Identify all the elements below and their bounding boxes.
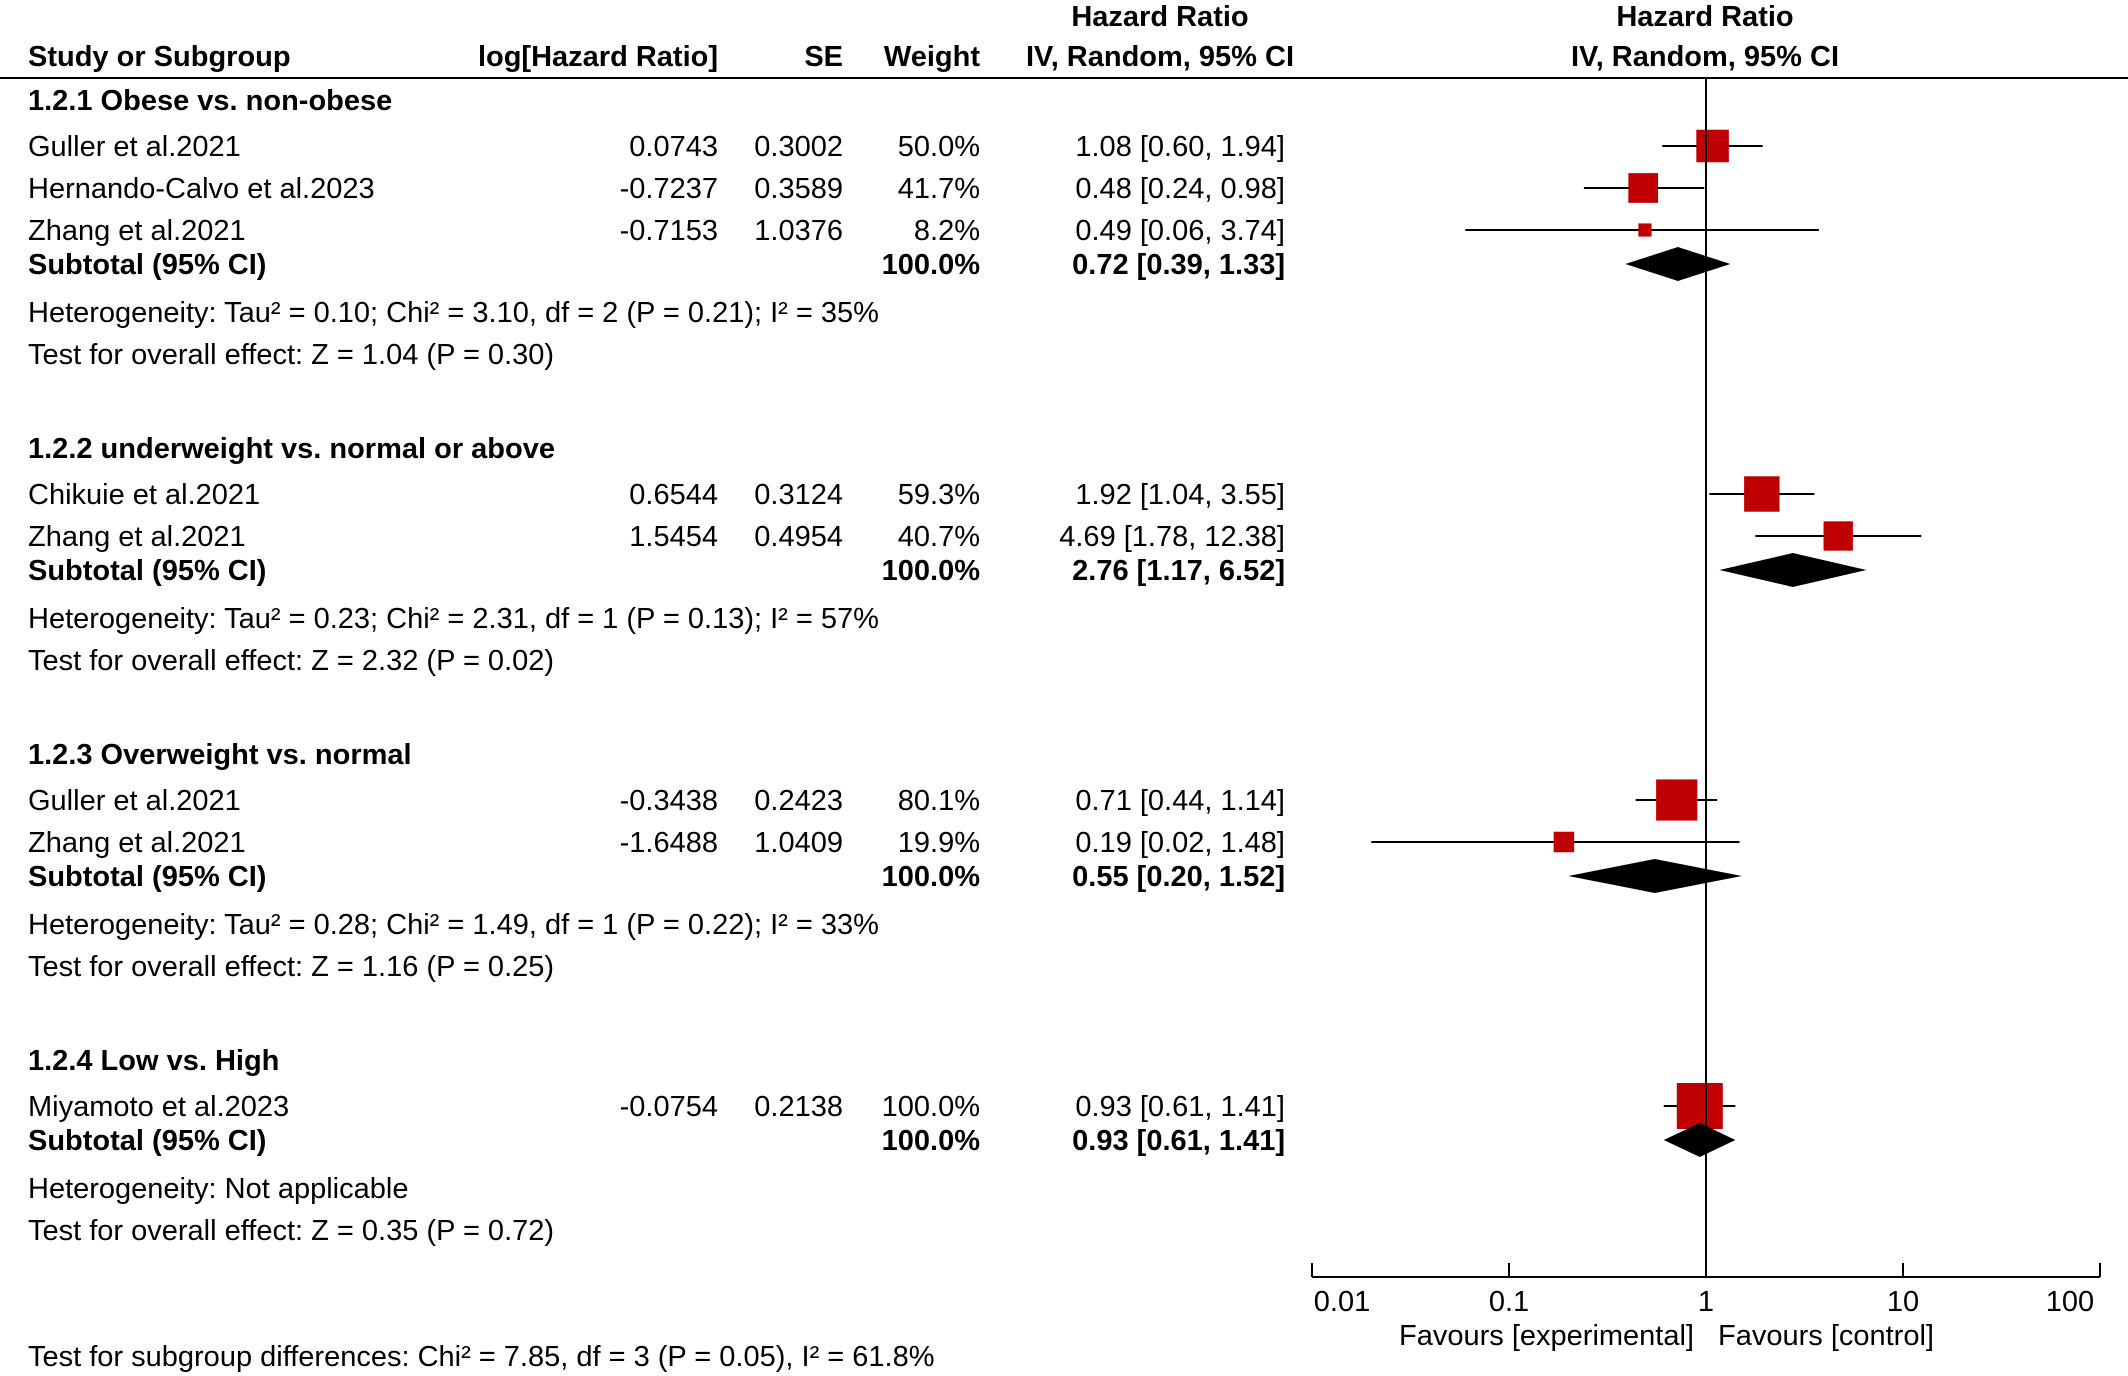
study-name: Guller et al.2021 xyxy=(28,131,241,163)
study-se: 0.3124 xyxy=(754,479,843,511)
study-weight: 80.1% xyxy=(897,785,980,817)
weight-column-header: Weight xyxy=(883,41,980,73)
study-name: Zhang et al.2021 xyxy=(28,827,246,859)
study-hr-ci: 0.49 [0.06, 3.74] xyxy=(1075,215,1285,247)
plot-column-subtitle: IV, Random, 95% CI xyxy=(1570,41,1840,73)
study-name: Zhang et al.2021 xyxy=(28,215,246,247)
study-hr-ci: 0.71 [0.44, 1.14] xyxy=(1075,785,1285,817)
study-weight: 59.3% xyxy=(897,479,980,511)
study-loghr: -1.6488 xyxy=(619,827,718,859)
subtotal-diamond xyxy=(1625,247,1731,281)
subtotal-hr-ci: 0.93 [0.61, 1.41] xyxy=(1072,1125,1285,1157)
study-hr-ci: 1.92 [1.04, 3.55] xyxy=(1075,479,1285,511)
overall-effect-text: Test for overall effect: Z = 2.32 (P = 0… xyxy=(28,645,555,677)
subtotal-diamond xyxy=(1663,1123,1736,1157)
study-hr-ci: 1.08 [0.60, 1.94] xyxy=(1075,131,1285,163)
study-name: Zhang et al.2021 xyxy=(28,521,246,553)
study-loghr: -0.7153 xyxy=(619,215,718,247)
study-name: Hernando-Calvo et al.2023 xyxy=(28,173,375,205)
subgroup-title: 1.2.1 Obese vs. non-obese xyxy=(28,85,393,117)
x-tick-label: 0.01 xyxy=(1314,1286,1370,1318)
study-hr-ci: 0.93 [0.61, 1.41] xyxy=(1075,1091,1285,1123)
heterogeneity-text: Heterogeneity: Tau² = 0.23; Chi² = 2.31,… xyxy=(28,603,879,635)
study-effect-square xyxy=(1628,173,1659,203)
subtotal-label: Subtotal (95% CI) xyxy=(28,861,267,893)
subtotal-diamond xyxy=(1568,859,1742,893)
study-loghr: -0.7237 xyxy=(619,173,718,205)
study-name: Chikuie et al.2021 xyxy=(28,479,261,511)
subtotal-label: Subtotal (95% CI) xyxy=(28,555,267,587)
study-loghr: 0.0743 xyxy=(629,131,718,163)
x-tick-label: 1 xyxy=(1698,1286,1714,1318)
subgroup-differences-text: Test for subgroup differences: Chi² = 7.… xyxy=(28,1341,935,1373)
subgroup-title: 1.2.4 Low vs. High xyxy=(28,1045,280,1077)
study-name: Guller et al.2021 xyxy=(28,785,241,817)
hr-column-subtitle: IV, Random, 95% CI xyxy=(1025,41,1295,73)
study-se: 1.0409 xyxy=(754,827,843,859)
subgroup-title: 1.2.2 underweight vs. normal or above xyxy=(28,433,555,465)
subtotal-weight: 100.0% xyxy=(881,861,980,893)
study-loghr: -0.0754 xyxy=(619,1091,718,1123)
subtotal-weight: 100.0% xyxy=(881,555,980,587)
overall-effect-text: Test for overall effect: Z = 1.04 (P = 0… xyxy=(28,339,555,371)
subtotal-diamond xyxy=(1719,553,1867,587)
x-tick-label: 100 xyxy=(2046,1286,2094,1318)
study-effect-square xyxy=(1744,476,1780,512)
study-name: Miyamoto et al.2023 xyxy=(28,1091,290,1123)
favours-control-label: Favours [control] xyxy=(1718,1320,1934,1352)
study-effect-square xyxy=(1696,129,1729,163)
study-weight: 19.9% xyxy=(897,827,980,859)
subtotal-hr-ci: 0.55 [0.20, 1.52] xyxy=(1072,861,1285,893)
study-weight: 100.0% xyxy=(881,1091,980,1123)
study-effect-square xyxy=(1823,521,1853,551)
subtotal-label: Subtotal (95% CI) xyxy=(28,1125,267,1157)
overall-effect-text: Test for overall effect: Z = 1.16 (P = 0… xyxy=(28,951,555,983)
se-column-header: SE xyxy=(804,41,843,73)
study-hr-ci: 0.48 [0.24, 0.98] xyxy=(1075,173,1285,205)
heterogeneity-text: Heterogeneity: Not applicable xyxy=(28,1173,409,1205)
study-se: 0.2138 xyxy=(754,1091,843,1123)
subgroup-title: 1.2.3 Overweight vs. normal xyxy=(28,739,412,771)
study-weight: 41.7% xyxy=(897,173,980,205)
subtotal-label: Subtotal (95% CI) xyxy=(28,249,267,281)
x-tick-label: 0.1 xyxy=(1489,1286,1529,1318)
study-se: 0.3002 xyxy=(754,131,843,163)
study-weight: 8.2% xyxy=(913,215,980,247)
subtotal-hr-ci: 0.72 [0.39, 1.33] xyxy=(1072,249,1285,281)
favours-experimental-label: Favours [experimental] xyxy=(1399,1320,1694,1352)
study-loghr: 1.5454 xyxy=(629,521,718,553)
heterogeneity-text: Heterogeneity: Tau² = 0.10; Chi² = 3.10,… xyxy=(28,297,879,329)
overall-effect-text: Test for overall effect: Z = 0.35 (P = 0… xyxy=(28,1215,555,1247)
study-weight: 50.0% xyxy=(897,131,980,163)
subtotal-weight: 100.0% xyxy=(881,249,980,281)
study-effect-square xyxy=(1553,831,1575,853)
subtotal-weight: 100.0% xyxy=(881,1125,980,1157)
x-tick-label: 10 xyxy=(1887,1286,1919,1318)
study-se: 1.0376 xyxy=(754,215,843,247)
study-se: 0.3589 xyxy=(754,173,843,205)
study-hr-ci: 0.19 [0.02, 1.48] xyxy=(1075,827,1285,859)
study-hr-ci: 4.69 [1.78, 12.38] xyxy=(1059,521,1285,553)
study-se: 0.2423 xyxy=(754,785,843,817)
heterogeneity-text: Heterogeneity: Tau² = 0.28; Chi² = 1.49,… xyxy=(28,909,879,941)
study-effect-square xyxy=(1656,779,1698,821)
study-loghr: -0.3438 xyxy=(619,785,718,817)
loghr-column-header: log[Hazard Ratio] xyxy=(477,41,718,73)
plot-column-title: Hazard Ratio xyxy=(1616,1,1794,33)
study-column-header: Study or Subgroup xyxy=(28,41,291,73)
hr-column-title: Hazard Ratio xyxy=(1071,1,1249,33)
study-weight: 40.7% xyxy=(897,521,980,553)
study-effect-square xyxy=(1638,223,1652,237)
subtotal-hr-ci: 2.76 [1.17, 6.52] xyxy=(1072,555,1285,587)
study-effect-square xyxy=(1676,1083,1723,1129)
study-loghr: 0.6544 xyxy=(629,479,718,511)
study-se: 0.4954 xyxy=(754,521,843,553)
